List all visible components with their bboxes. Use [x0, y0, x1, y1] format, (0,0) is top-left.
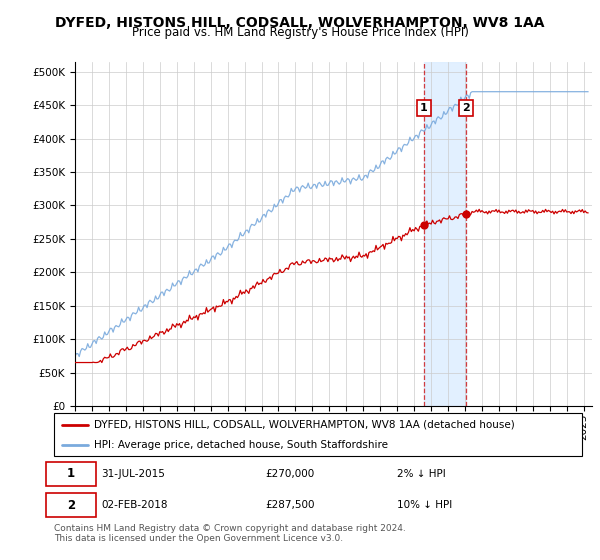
- Text: 31-JUL-2015: 31-JUL-2015: [101, 469, 166, 479]
- Bar: [424, 62, 466, 406]
- Text: 2% ↓ HPI: 2% ↓ HPI: [397, 469, 446, 479]
- Text: DYFED, HISTONS HILL, CODSALL, WOLVERHAMPTON, WV8 1AA (detached house): DYFED, HISTONS HILL, CODSALL, WOLVERHAMP…: [94, 419, 514, 430]
- Text: 2: 2: [67, 498, 75, 512]
- Text: 1: 1: [420, 103, 428, 113]
- Text: 1: 1: [67, 467, 75, 480]
- Text: 2: 2: [463, 103, 470, 113]
- Text: Contains HM Land Registry data © Crown copyright and database right 2024.
This d: Contains HM Land Registry data © Crown c…: [54, 524, 406, 543]
- FancyBboxPatch shape: [54, 413, 582, 456]
- Text: £287,500: £287,500: [265, 500, 315, 510]
- FancyBboxPatch shape: [46, 461, 96, 486]
- Text: £270,000: £270,000: [265, 469, 314, 479]
- Text: 02-FEB-2018: 02-FEB-2018: [101, 500, 168, 510]
- Text: HPI: Average price, detached house, South Staffordshire: HPI: Average price, detached house, Sout…: [94, 440, 388, 450]
- Text: DYFED, HISTONS HILL, CODSALL, WOLVERHAMPTON, WV8 1AA: DYFED, HISTONS HILL, CODSALL, WOLVERHAMP…: [55, 16, 545, 30]
- Text: 10% ↓ HPI: 10% ↓ HPI: [397, 500, 452, 510]
- Text: Price paid vs. HM Land Registry's House Price Index (HPI): Price paid vs. HM Land Registry's House …: [131, 26, 469, 39]
- FancyBboxPatch shape: [46, 493, 96, 517]
